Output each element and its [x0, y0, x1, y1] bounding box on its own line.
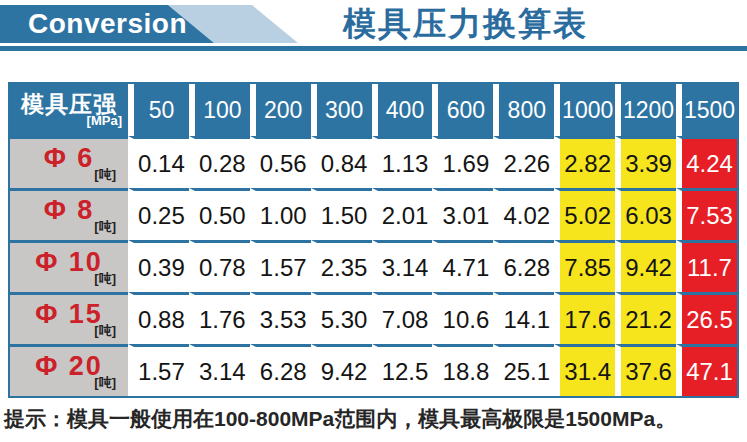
pressure-header-1500: 1500 — [676, 84, 737, 136]
value-cell: 0.50 — [189, 188, 250, 240]
pressure-header-1000: 1000 — [554, 84, 615, 136]
value-cell: 3.14 — [189, 344, 250, 396]
value-cell-yellow: 21.2 — [615, 292, 676, 344]
pressure-header-800: 800 — [493, 84, 554, 136]
value-cell: 18.8 — [432, 344, 493, 396]
value-cell-red: 7.53 — [676, 188, 737, 240]
table-row-phi15: Φ 15 [吨] 0.88 1.76 3.53 5.30 7.08 10.6 1… — [10, 292, 737, 344]
value-cell-yellow: 6.03 — [615, 188, 676, 240]
value-cell: 3.14 — [372, 240, 433, 292]
row-header-phi6: Φ 6 [吨] — [10, 136, 128, 188]
footer-note: 提示：模具一般使用在100-800MPa范围内，模具最高极限是1500MPa。 — [4, 405, 744, 433]
pressure-header-600: 600 — [432, 84, 493, 136]
row-unit: [吨] — [10, 376, 128, 390]
row-header-phi15: Φ 15 [吨] — [10, 292, 128, 344]
value-cell: 10.6 — [432, 292, 493, 344]
row-unit: [吨] — [10, 324, 128, 338]
value-cell-yellow: 17.6 — [554, 292, 615, 344]
value-cell: 4.02 — [493, 188, 554, 240]
table-row-phi10: Φ 10 [吨] 0.39 0.78 1.57 2.35 3.14 4.71 6… — [10, 240, 737, 292]
value-cell: 0.78 — [189, 240, 250, 292]
value-cell: 0.39 — [128, 240, 189, 292]
pressure-header-1200: 1200 — [615, 84, 676, 136]
value-cell: 3.53 — [250, 292, 311, 344]
banner-label: Conversion — [28, 5, 187, 43]
value-cell: 7.08 — [372, 292, 433, 344]
row-unit: [吨] — [10, 220, 128, 234]
value-cell-yellow: 7.85 — [554, 240, 615, 292]
value-cell: 1.13 — [372, 136, 433, 188]
pressure-header-200: 200 — [250, 84, 311, 136]
table-row-phi8: Φ 8 [吨] 0.25 0.50 1.00 1.50 2.01 3.01 4.… — [10, 188, 737, 240]
value-cell: 0.88 — [128, 292, 189, 344]
conversion-table: 模具压强 [MPa] 50 100 200 300 400 600 800 10… — [8, 82, 739, 398]
value-cell-yellow: 2.82 — [554, 136, 615, 188]
value-cell: 6.28 — [493, 240, 554, 292]
table-row-phi6: Φ 6 [吨] 0.14 0.28 0.56 0.84 1.13 1.69 2.… — [10, 136, 737, 188]
corner-header-cell: 模具压强 [MPa] — [10, 84, 128, 136]
value-cell: 3.01 — [432, 188, 493, 240]
row-header-phi8: Φ 8 [吨] — [10, 188, 128, 240]
value-cell: 5.30 — [311, 292, 372, 344]
value-cell: 1.57 — [128, 344, 189, 396]
value-cell-yellow: 9.42 — [615, 240, 676, 292]
value-cell-yellow: 5.02 — [554, 188, 615, 240]
value-cell: 2.26 — [493, 136, 554, 188]
value-cell: 2.01 — [372, 188, 433, 240]
value-cell: 0.28 — [189, 136, 250, 188]
value-cell: 1.00 — [250, 188, 311, 240]
row-unit: [吨] — [10, 272, 128, 286]
row-header-phi10: Φ 10 [吨] — [10, 240, 128, 292]
value-cell: 1.69 — [432, 136, 493, 188]
header-row: 模具压强 [MPa] 50 100 200 300 400 600 800 10… — [10, 84, 737, 136]
page-title: 模具压力换算表 — [343, 2, 588, 47]
value-cell: 0.84 — [311, 136, 372, 188]
row-unit: [吨] — [10, 168, 128, 182]
row-header-phi20: Φ 20 [吨] — [10, 344, 128, 396]
pressure-header-50: 50 — [128, 84, 189, 136]
value-cell-red: 4.24 — [676, 136, 737, 188]
value-cell-yellow: 31.4 — [554, 344, 615, 396]
value-cell: 0.25 — [128, 188, 189, 240]
value-cell: 2.35 — [311, 240, 372, 292]
value-cell-red: 26.5 — [676, 292, 737, 344]
value-cell: 0.56 — [250, 136, 311, 188]
pressure-header-400: 400 — [372, 84, 433, 136]
page: Conversion 模具压力换算表 模具压强 [MPa] 50 100 200… — [0, 0, 747, 442]
value-cell: 1.76 — [189, 292, 250, 344]
table-container: 模具压强 [MPa] 50 100 200 300 400 600 800 10… — [8, 82, 739, 398]
value-cell: 6.28 — [250, 344, 311, 396]
pressure-header-300: 300 — [311, 84, 372, 136]
value-cell: 1.50 — [311, 188, 372, 240]
value-cell: 14.1 — [493, 292, 554, 344]
value-cell: 25.1 — [493, 344, 554, 396]
pressure-header-100: 100 — [189, 84, 250, 136]
corner-header-unit: [MPa] — [10, 114, 128, 128]
value-cell-yellow: 37.6 — [615, 344, 676, 396]
value-cell: 1.57 — [250, 240, 311, 292]
table-row-phi20: Φ 20 [吨] 1.57 3.14 6.28 9.42 12.5 18.8 2… — [10, 344, 737, 396]
title-underline — [0, 46, 747, 51]
value-cell: 9.42 — [311, 344, 372, 396]
value-cell-yellow: 3.39 — [615, 136, 676, 188]
value-cell-red: 11.7 — [676, 240, 737, 292]
value-cell: 4.71 — [432, 240, 493, 292]
value-cell: 12.5 — [372, 344, 433, 396]
value-cell: 0.14 — [128, 136, 189, 188]
value-cell-red: 47.1 — [676, 344, 737, 396]
